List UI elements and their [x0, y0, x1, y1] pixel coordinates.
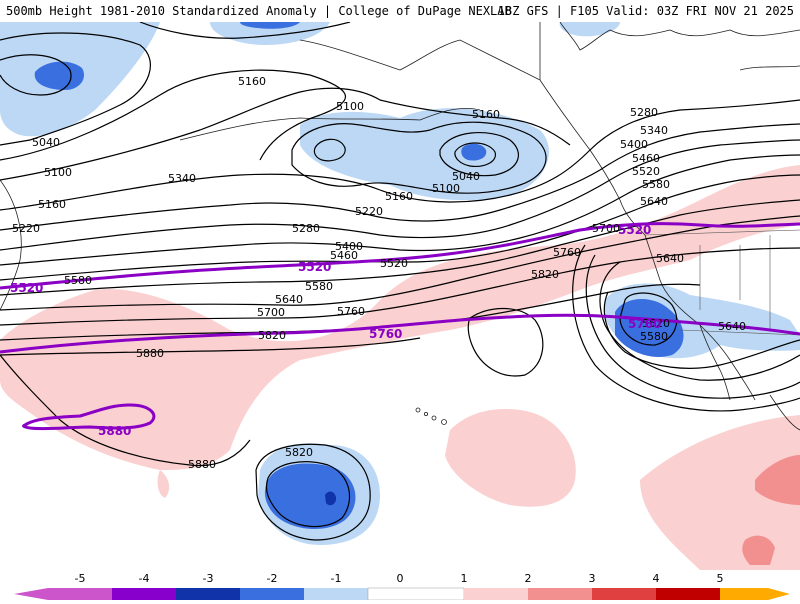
- strong-negative-anomaly-fill: [34, 22, 684, 530]
- contour-label: 5760: [337, 305, 365, 318]
- contour-label: 5520: [632, 165, 660, 178]
- purple-contour-label: 5520: [618, 223, 651, 237]
- contour-label: 5520: [380, 257, 408, 270]
- anomaly-map: 5160 5100 5160 5280 5040 5340 5100 5400 …: [0, 22, 800, 570]
- contour-label: 5340: [168, 172, 196, 185]
- colorbar-bin: [176, 588, 240, 600]
- colorbar-tick-label: 3: [588, 572, 596, 585]
- contour-label: 5100: [432, 182, 460, 195]
- contour-label: 5520: [642, 317, 670, 330]
- colorbar-bin: [304, 588, 368, 600]
- colorbar-bin: [464, 588, 528, 600]
- contour-label: 5220: [355, 205, 383, 218]
- product-title: 500mb Height 1981-2010 Standardized Anom…: [6, 4, 512, 18]
- colorbar-tick-label: -2: [266, 572, 278, 585]
- colorbar-tick-label: -1: [330, 572, 342, 585]
- colorbar-tick-label: 4: [652, 572, 660, 585]
- contour-label: 5100: [336, 100, 364, 113]
- run-info: 18Z GFS | F105 Valid: 03Z FRI NOV 21 202…: [497, 4, 794, 18]
- colorbar-bin: [240, 588, 304, 600]
- contour-label: 5820: [531, 268, 559, 281]
- contour-label: 5760: [553, 246, 581, 259]
- contour-label: 5820: [285, 446, 313, 459]
- colorbar-bin: [367, 587, 465, 601]
- purple-contour-label: 5760: [628, 317, 661, 331]
- extreme-negative-anomaly-fill: [325, 491, 337, 506]
- contour-labels: 5160 5100 5160 5280 5040 5340 5100 5400 …: [12, 75, 746, 471]
- contour-label: 5040: [32, 136, 60, 149]
- contour-label: 5700: [257, 306, 285, 319]
- colorbar-bin: [112, 588, 176, 600]
- colorbar-tick-label: -5: [74, 572, 86, 585]
- purple-contour-label: 5880: [98, 424, 131, 438]
- colorbar-tick-label: 2: [524, 572, 532, 585]
- contour-label: 5400: [335, 240, 363, 253]
- contour-label: 5160: [385, 190, 413, 203]
- colorbar-bin: [528, 588, 592, 600]
- colorbar-bin: [592, 588, 656, 600]
- contour-label: 5280: [630, 106, 658, 119]
- purple-contour-label: 5760: [369, 327, 402, 341]
- contour-label: 5640: [640, 195, 668, 208]
- colorbar-bin: [656, 588, 720, 600]
- contour-label: 5460: [632, 152, 660, 165]
- contour-label: 5340: [640, 124, 668, 137]
- colorbar-tick-label: 0: [396, 572, 404, 585]
- purple-contour-label: 5520: [10, 281, 43, 295]
- contour-label: 5640: [275, 293, 303, 306]
- colorbar-arrow-right: [768, 588, 790, 600]
- anomaly-colorbar: -5 -4 -3 -2 -1 0 1 2 3 4 5: [0, 570, 800, 601]
- colorbar-tick-label: -4: [138, 572, 150, 585]
- contour-label: 5460: [330, 249, 358, 262]
- colorbar-scale: [14, 587, 790, 601]
- contour-label: 5580: [642, 178, 670, 191]
- positive-anomaly-fill: [0, 165, 800, 570]
- contour-label: 5160: [38, 198, 66, 211]
- contour-label: 5280: [292, 222, 320, 235]
- contour-label: 5580: [305, 280, 333, 293]
- contour-label: 5160: [472, 108, 500, 121]
- colorbar-bin: [720, 588, 768, 600]
- contour-label: 5220: [12, 222, 40, 235]
- map-header: 500mb Height 1981-2010 Standardized Anom…: [0, 0, 800, 23]
- key-purple-contours: [0, 222, 800, 431]
- colorbar-tick-label: -3: [202, 572, 214, 585]
- colorbar-tick-label: 1: [460, 572, 468, 585]
- contour-label: 5880: [188, 458, 216, 471]
- purple-contour-labels: 5520 5520 5520 5760 5760 5880: [10, 223, 661, 438]
- contour-label: 5160: [238, 75, 266, 88]
- colorbar-tick-label: 5: [716, 572, 724, 585]
- contour-label: 5040: [452, 170, 480, 183]
- strong-positive-anomaly-fill: [742, 455, 800, 565]
- contour-label: 5880: [136, 347, 164, 360]
- contour-label: 5100: [44, 166, 72, 179]
- contour-label: 5820: [258, 329, 286, 342]
- contour-label: 5400: [620, 138, 648, 151]
- colorbar-arrow-left: [14, 588, 48, 600]
- purple-contour-label: 5520: [298, 260, 331, 274]
- contour-label: 5580: [64, 274, 92, 287]
- colorbar-bin: [48, 588, 112, 600]
- contour-label: 5640: [656, 252, 684, 265]
- contour-label: 5580: [640, 330, 668, 343]
- contour-label: 5640: [718, 320, 746, 333]
- height-contours: [0, 22, 800, 541]
- contour-label: 5700: [592, 222, 620, 235]
